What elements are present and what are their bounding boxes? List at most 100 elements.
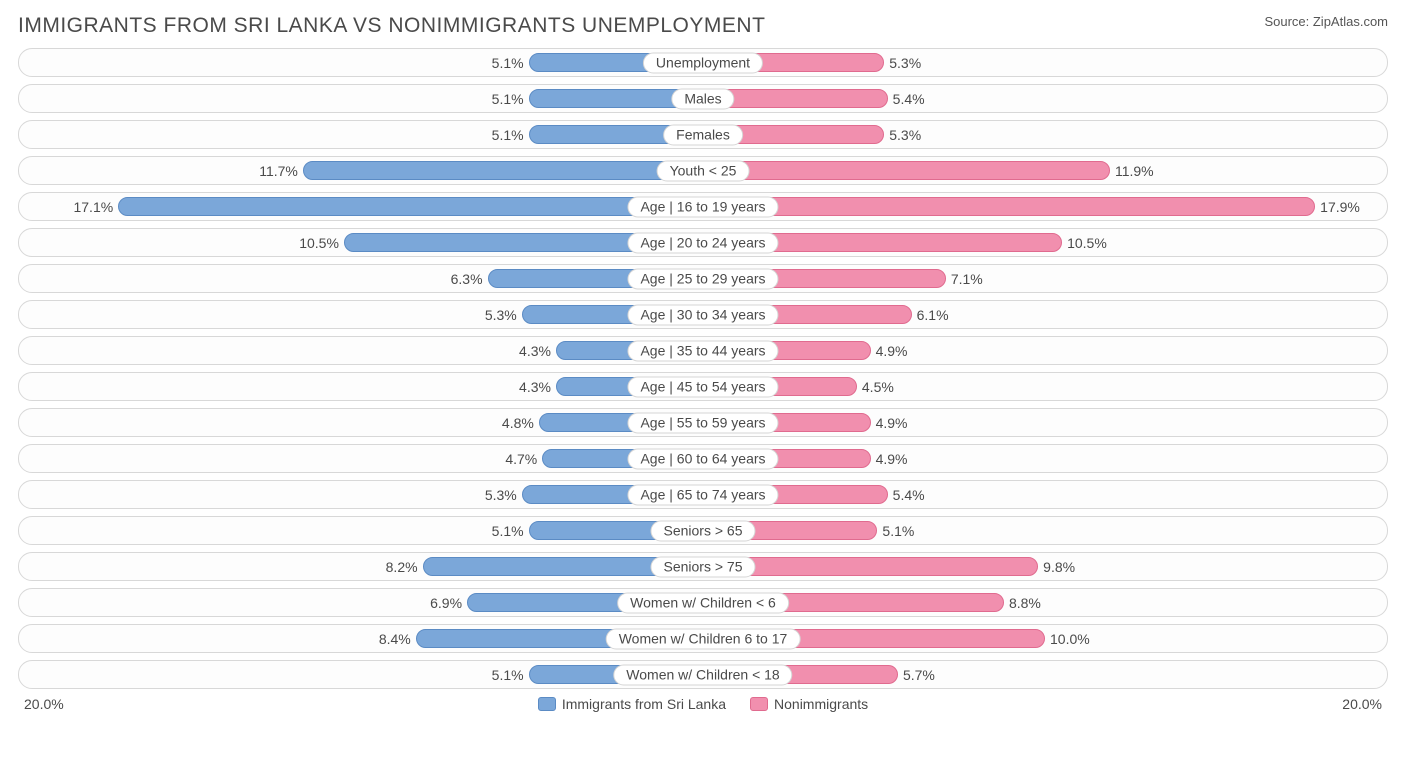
value-label-left: 6.9% xyxy=(430,595,468,611)
bar-half-left: 4.8% xyxy=(19,409,703,436)
bar-half-right: 4.9% xyxy=(703,409,1387,436)
bar-immigrants: 17.1% xyxy=(118,197,703,216)
chart-row: 11.7%11.9%Youth < 25 xyxy=(18,156,1388,185)
bar-half-right: 4.5% xyxy=(703,373,1387,400)
chart-row: 5.1% 5.1% Seniors > 65 xyxy=(18,516,1388,545)
value-label-right: 5.1% xyxy=(876,523,914,539)
bar-half-right: 5.7% xyxy=(703,661,1387,688)
value-label-left: 5.3% xyxy=(485,307,523,323)
chart-row: 6.3%7.1%Age | 25 to 29 years xyxy=(18,264,1388,293)
axis-row: 20.0% Immigrants from Sri Lanka Nonimmig… xyxy=(18,696,1388,712)
value-label-left: 8.2% xyxy=(386,559,424,575)
value-label-left: 4.3% xyxy=(519,379,557,395)
chart-row: 5.1% 5.3% Females xyxy=(18,120,1388,149)
value-label-right: 10.5% xyxy=(1061,235,1107,251)
bar-half-right: 5.3% xyxy=(703,49,1387,76)
value-label-left: 17.1% xyxy=(73,199,119,215)
bar-half-right: 5.4% xyxy=(703,481,1387,508)
bar-half-right: 4.9% xyxy=(703,445,1387,472)
chart-header: IMMIGRANTS FROM SRI LANKA VS NONIMMIGRAN… xyxy=(18,14,1388,38)
value-label-left: 8.4% xyxy=(379,631,417,647)
chart-row: 8.2% 9.8%Seniors > 75 xyxy=(18,552,1388,581)
bar-half-left: 6.3% xyxy=(19,265,703,292)
value-label-right: 5.4% xyxy=(887,487,925,503)
value-label-right: 4.5% xyxy=(856,379,894,395)
value-label-right: 4.9% xyxy=(870,451,908,467)
bar-immigrants: 11.7% xyxy=(303,161,703,180)
value-label-left: 10.5% xyxy=(299,235,345,251)
chart-row: 8.4% 10.0% Women w/ Children 6 to 17 xyxy=(18,624,1388,653)
value-label-right: 6.1% xyxy=(911,307,949,323)
value-label-right: 7.1% xyxy=(945,271,983,287)
category-label: Age | 65 to 74 years xyxy=(627,484,778,505)
value-label-right: 11.9% xyxy=(1109,163,1154,179)
diverging-bar-chart: 5.1%5.3%Unemployment5.1%5.4%Males5.1%5.3… xyxy=(18,48,1388,689)
bar-half-right: 5.1% xyxy=(703,517,1387,544)
category-label: Age | 55 to 59 years xyxy=(627,412,778,433)
chart-row: 6.9% 8.8%Women w/ Children < 6 xyxy=(18,588,1388,617)
chart-row: 5.3% 5.4% Age | 65 to 74 years xyxy=(18,480,1388,509)
category-label: Seniors > 75 xyxy=(651,556,756,577)
category-label: Youth < 25 xyxy=(657,160,750,181)
value-label-left: 4.3% xyxy=(519,343,557,359)
value-label-right: 5.7% xyxy=(897,667,935,683)
bar-half-right: 4.9% xyxy=(703,337,1387,364)
value-label-left: 11.7% xyxy=(259,163,304,179)
value-label-left: 5.1% xyxy=(492,55,530,71)
axis-label-right: 20.0% xyxy=(1342,696,1382,712)
bar-half-right: 17.9% xyxy=(703,193,1387,220)
bar-half-left: 17.1% xyxy=(19,193,703,220)
bar-half-left: 6.9% xyxy=(19,589,703,616)
chart-row: 5.1%5.7%Women w/ Children < 18 xyxy=(18,660,1388,689)
chart-row: 5.1% 5.3%Unemployment xyxy=(18,48,1388,77)
legend: Immigrants from Sri Lanka Nonimmigrants xyxy=(538,696,868,712)
bar-half-left: 8.2% xyxy=(19,553,703,580)
category-label: Seniors > 65 xyxy=(651,520,756,541)
bar-half-left: 8.4% xyxy=(19,625,703,652)
legend-item-immigrants: Immigrants from Sri Lanka xyxy=(538,696,726,712)
category-label: Age | 30 to 34 years xyxy=(627,304,778,325)
bar-half-left: 5.1% xyxy=(19,121,703,148)
value-label-right: 17.9% xyxy=(1314,199,1360,215)
bar-half-right: 10.0% xyxy=(703,625,1387,652)
bar-half-right: 9.8% xyxy=(703,553,1387,580)
value-label-left: 5.1% xyxy=(492,667,530,683)
bar-half-right: 8.8% xyxy=(703,589,1387,616)
bar-half-left: 5.3% xyxy=(19,301,703,328)
category-label: Females xyxy=(663,124,743,145)
value-label-left: 4.7% xyxy=(505,451,543,467)
bar-half-left: 4.7% xyxy=(19,445,703,472)
axis-label-left: 20.0% xyxy=(24,696,64,712)
legend-item-nonimmigrants: Nonimmigrants xyxy=(750,696,868,712)
legend-label: Nonimmigrants xyxy=(774,696,868,712)
bar-half-left: 5.1% xyxy=(19,85,703,112)
bar-half-right: 10.5% xyxy=(703,229,1387,256)
bar-half-left: 11.7% xyxy=(19,157,703,184)
chart-title: IMMIGRANTS FROM SRI LANKA VS NONIMMIGRAN… xyxy=(18,14,765,38)
bar-nonimmigrants: 11.9% xyxy=(703,161,1110,180)
bar-half-left: 5.1% xyxy=(19,661,703,688)
value-label-right: 10.0% xyxy=(1044,631,1090,647)
category-label: Women w/ Children < 6 xyxy=(617,592,789,613)
category-label: Age | 20 to 24 years xyxy=(627,232,778,253)
bar-half-left: 4.3% xyxy=(19,373,703,400)
category-label: Unemployment xyxy=(643,52,763,73)
chart-row: 5.3% 6.1% Age | 30 to 34 years xyxy=(18,300,1388,329)
value-label-right: 4.9% xyxy=(870,415,908,431)
bar-half-right: 6.1% xyxy=(703,301,1387,328)
value-label-left: 5.3% xyxy=(485,487,523,503)
category-label: Age | 16 to 19 years xyxy=(627,196,778,217)
legend-swatch-icon xyxy=(750,697,768,711)
bar-half-right: 5.4% xyxy=(703,85,1387,112)
bar-half-left: 5.1% xyxy=(19,517,703,544)
chart-row: 5.1%5.4%Males xyxy=(18,84,1388,113)
bar-half-left: 10.5% xyxy=(19,229,703,256)
chart-row: 4.8% 4.9% Age | 55 to 59 years xyxy=(18,408,1388,437)
category-label: Age | 35 to 44 years xyxy=(627,340,778,361)
value-label-left: 5.1% xyxy=(492,523,530,539)
bar-half-right: 5.3% xyxy=(703,121,1387,148)
category-label: Women w/ Children 6 to 17 xyxy=(606,628,801,649)
value-label-right: 5.3% xyxy=(883,127,921,143)
chart-source: Source: ZipAtlas.com xyxy=(1264,14,1388,29)
bar-half-right: 11.9% xyxy=(703,157,1387,184)
